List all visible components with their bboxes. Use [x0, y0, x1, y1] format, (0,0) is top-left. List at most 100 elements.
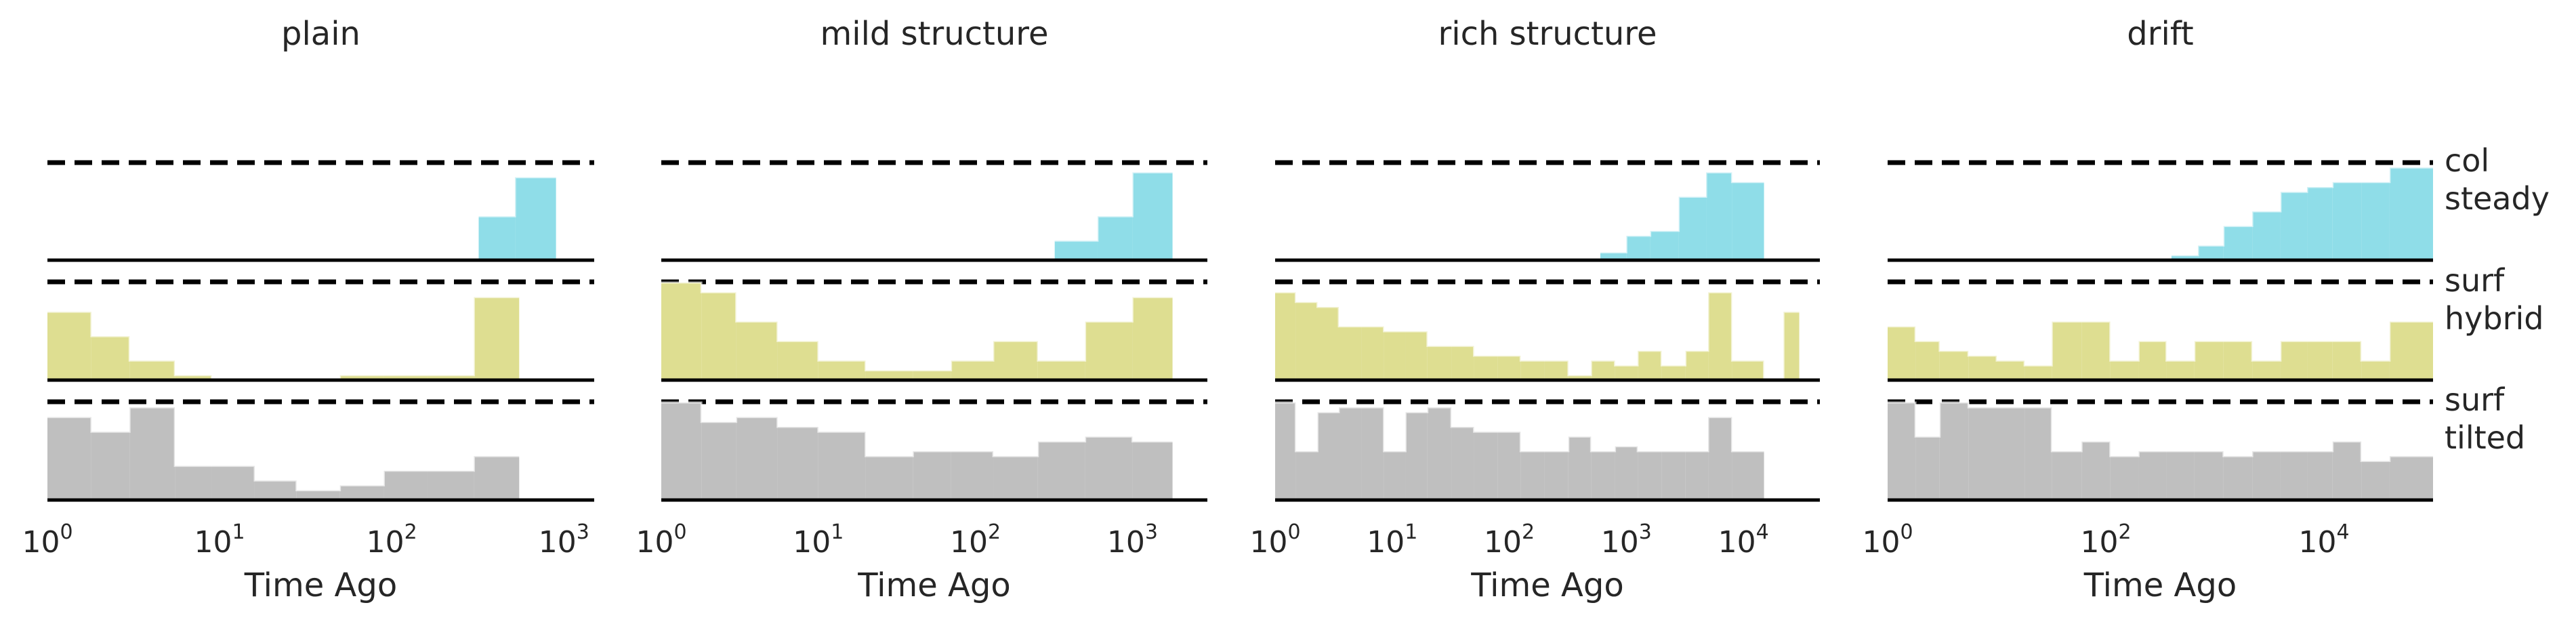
bar-cyan-6: [2332, 182, 2362, 260]
bar-cyan-1: [515, 177, 556, 260]
bar-olive-18: [2389, 321, 2433, 380]
bar-olive-7: [951, 360, 994, 380]
bar-olive-3: [175, 375, 212, 380]
row-label: hybrid: [2445, 300, 2543, 337]
bar-olive-0: [1888, 326, 1916, 380]
bar-gray-15: [2307, 451, 2333, 500]
bar-gray-7: [339, 485, 384, 500]
series-outline-0: [1054, 171, 1173, 242]
bar-olive-0: [1275, 292, 1296, 380]
bar-gray-5: [2024, 407, 2052, 500]
bar-cyan-2: [1132, 172, 1173, 260]
x-tick-label: 101: [1367, 520, 1417, 560]
bar-gray-4: [818, 432, 866, 500]
bar-gray-11: [1520, 451, 1545, 500]
bar-gray-2: [736, 417, 778, 500]
bar-olive-11: [1132, 297, 1173, 380]
bar-gray-8: [383, 470, 428, 500]
bar-olive-10: [474, 297, 520, 380]
bar-olive-7: [2081, 321, 2111, 380]
bar-gray-15: [1615, 446, 1638, 500]
x-axis-label: Time Ago: [2083, 566, 2237, 604]
panel-title: mild structure: [820, 15, 1049, 53]
x-tick-label: 101: [793, 520, 844, 560]
bar-gray-10: [1085, 436, 1133, 500]
bar-gray-9: [1474, 432, 1498, 500]
bar-gray-10: [2166, 451, 2195, 500]
panel-title: plain: [281, 15, 360, 53]
x-tick-label: 104: [1718, 520, 1769, 560]
bar-gray-13: [1568, 436, 1592, 500]
bar-gray-3: [1339, 407, 1362, 500]
bar-olive-6: [1405, 331, 1428, 380]
bar-olive-3: [1339, 326, 1362, 380]
bar-olive-17: [1661, 365, 1686, 380]
x-tick-label: 100: [1862, 520, 1913, 560]
bar-olive-8: [993, 341, 1038, 380]
row-label: surf: [2445, 262, 2506, 299]
bar-gray-9: [2138, 451, 2167, 500]
bar-cyan-3: [2252, 211, 2281, 260]
x-tick-label: 103: [1107, 520, 1158, 560]
bar-gray-8: [993, 456, 1038, 500]
bar-olive-8: [2110, 360, 2139, 380]
bar-olive-15: [1615, 365, 1638, 380]
bar-cyan-3: [1678, 196, 1707, 260]
bar-cyan-1: [1097, 216, 1133, 260]
x-tick-label: 103: [1601, 520, 1652, 560]
bar-cyan-5: [2307, 187, 2333, 260]
bar-gray-0: [47, 417, 91, 500]
bar-gray-4: [211, 465, 255, 500]
bar-olive-0: [47, 312, 91, 380]
bar-cyan-0: [2171, 255, 2199, 260]
series-outline-2: [1888, 401, 2433, 462]
series-outline-2: [47, 406, 520, 492]
bar-olive-11: [1520, 360, 1545, 380]
bar-olive-1: [91, 336, 130, 380]
bar-cyan-4: [1706, 172, 1732, 260]
bar-olive-17: [2361, 360, 2390, 380]
panel-title: drift: [2127, 15, 2193, 53]
bar-gray-4: [1361, 407, 1384, 500]
bar-olive-10: [1497, 356, 1521, 380]
series-outline-1: [661, 281, 1173, 372]
bar-gray-10: [1497, 432, 1521, 500]
bar-olive-18: [1685, 350, 1709, 380]
bar-olive-11: [2194, 341, 2224, 380]
bar-gray-20: [1732, 451, 1764, 500]
bar-gray-11: [1132, 441, 1173, 500]
bar-gray-14: [2280, 451, 2308, 500]
bar-olive-2: [736, 321, 778, 380]
bar-olive-0: [661, 283, 702, 380]
bar-gray-6: [1405, 412, 1428, 500]
bar-gray-2: [129, 407, 175, 500]
bar-olive-22: [1783, 312, 1800, 380]
x-tick-label: 100: [22, 520, 72, 560]
x-tick-label: 103: [539, 520, 589, 560]
bar-olive-5: [2024, 365, 2052, 380]
bar-cyan-5: [1732, 182, 1764, 260]
bar-olive-3: [777, 341, 818, 380]
bar-cyan-2: [1650, 230, 1679, 260]
bar-olive-14: [2280, 341, 2308, 380]
bar-olive-10: [1085, 321, 1133, 380]
bar-cyan-1: [2198, 245, 2224, 260]
bar-olive-13: [1568, 375, 1592, 380]
bar-olive-9: [1474, 356, 1498, 380]
bar-gray-8: [2110, 456, 2139, 500]
bar-gray-16: [2332, 441, 2362, 500]
bar-gray-4: [1997, 407, 2025, 500]
bar-olive-5: [865, 370, 913, 380]
bar-gray-6: [296, 490, 340, 500]
bar-olive-20: [1732, 360, 1764, 380]
bar-gray-8: [1451, 427, 1474, 500]
x-tick-label: 101: [194, 520, 245, 560]
bar-gray-9: [427, 470, 474, 500]
bar-olive-8: [383, 375, 428, 380]
panel-2: rich structure 100 101 102 103 104 Time Ago: [1249, 15, 1820, 604]
bar-olive-19: [1708, 292, 1732, 380]
bar-gray-14: [1591, 451, 1615, 500]
bar-olive-13: [2252, 360, 2281, 380]
